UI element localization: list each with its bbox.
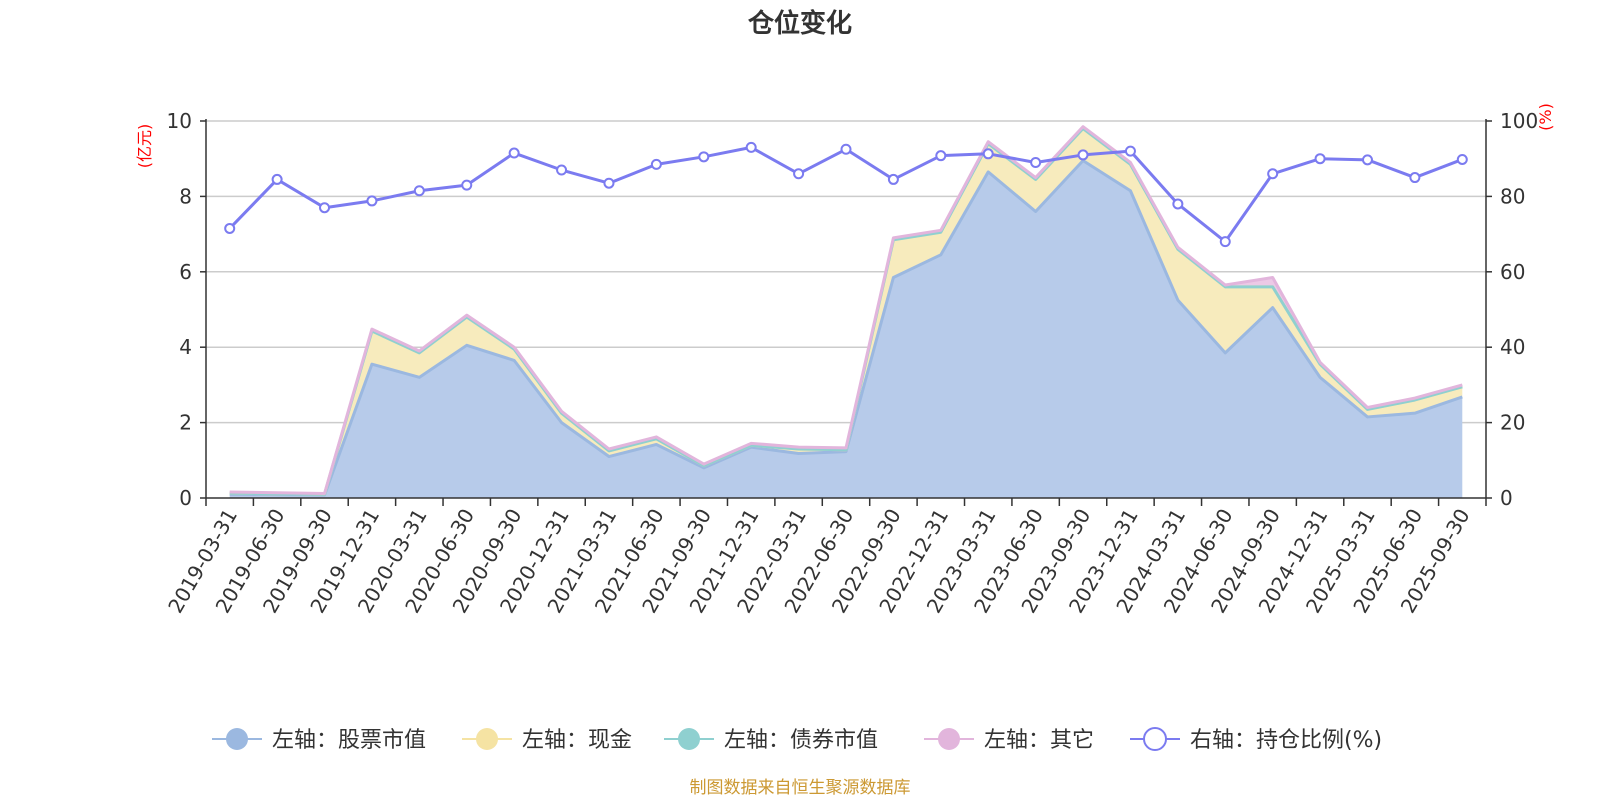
ratio-point xyxy=(1456,153,1468,165)
ratio-point xyxy=(840,143,852,155)
legend-label: 左轴：股票市值 xyxy=(272,728,426,753)
legend-item[interactable]: 左轴：现金 xyxy=(462,728,632,753)
right-axis-tick-label: 80 xyxy=(1500,184,1525,208)
legend-marker xyxy=(1143,727,1167,751)
chart-title: 仓位变化 xyxy=(747,8,852,39)
legend-label: 左轴：债券市值 xyxy=(724,728,878,753)
legend-item[interactable]: 左轴：债券市值 xyxy=(664,728,878,753)
ratio-point xyxy=(224,222,236,234)
left-axis-tick-label: 10 xyxy=(167,109,192,133)
right-axis-tick-label: 40 xyxy=(1500,335,1525,359)
area-line-左轴：股票市值 xyxy=(229,159,1463,497)
right-axis-tick-label: 0 xyxy=(1500,486,1513,510)
ratio-point xyxy=(1172,198,1184,210)
left-axis-tick-label: 8 xyxy=(179,184,192,208)
area-左轴：现金 xyxy=(229,128,1463,495)
legend-marker xyxy=(678,728,700,750)
left-axis-tick-label: 4 xyxy=(179,335,192,359)
legend-marker xyxy=(226,728,248,750)
legend-label: 左轴：其它 xyxy=(984,728,1094,753)
ratio-point xyxy=(319,202,331,214)
ratio-point xyxy=(603,177,615,189)
ratio-point xyxy=(508,147,520,159)
ratio-point xyxy=(935,150,947,162)
right-axis-unit: (%) xyxy=(1536,103,1555,131)
legend-marker xyxy=(476,728,498,750)
ratio-point xyxy=(461,179,473,191)
legend-item[interactable]: 左轴：其它 xyxy=(924,728,1094,753)
ratio-point xyxy=(982,148,994,160)
left-axis-tick-label: 2 xyxy=(179,411,192,435)
ratio-point xyxy=(745,141,757,153)
ratio-point xyxy=(556,164,568,176)
ratio-point xyxy=(1219,236,1231,248)
ratio-point xyxy=(1077,149,1089,161)
ratio-point xyxy=(1267,168,1279,180)
left-axis-tick-label: 6 xyxy=(179,260,192,284)
legend[interactable]: 左轴：股票市值 左轴：现金 左轴：债券市值 左轴：其它 右轴：持仓比例(%) xyxy=(212,727,1382,753)
ratio-point xyxy=(1314,153,1326,165)
stacked-areas xyxy=(229,125,1463,498)
legend-label: 右轴：持仓比例(%) xyxy=(1190,728,1382,753)
left-axis-tick-label: 0 xyxy=(179,486,192,510)
ratio-point xyxy=(413,185,425,197)
ratio-point xyxy=(1124,145,1136,157)
holding-ratio-series xyxy=(224,141,1468,248)
ratio-point xyxy=(793,168,805,180)
ratio-point xyxy=(271,173,283,185)
ratio-point xyxy=(366,195,378,207)
ratio-point xyxy=(698,151,710,163)
right-axis-tick-label: 20 xyxy=(1500,411,1525,435)
legend-marker xyxy=(938,728,960,750)
legend-item[interactable]: 右轴：持仓比例(%) xyxy=(1130,727,1382,753)
right-axis-tick-label: 60 xyxy=(1500,260,1525,284)
ratio-point xyxy=(1030,156,1042,168)
legend-label: 左轴：现金 xyxy=(522,728,632,753)
area-line-左轴：债券市值 xyxy=(229,127,1463,496)
ratio-point xyxy=(1409,172,1421,184)
ratio-line xyxy=(228,145,1463,244)
ratio-point xyxy=(887,173,899,185)
left-axis-unit: (亿元) xyxy=(135,124,154,169)
ratio-point xyxy=(1361,154,1373,166)
right-axis-tick-label: 100 xyxy=(1500,109,1538,133)
ratio-point xyxy=(650,158,662,170)
area-左轴：股票市值 xyxy=(229,160,1463,498)
data-source-note: 制图数据来自恒生聚源数据库 xyxy=(690,778,911,798)
area-line-左轴：其它 xyxy=(229,125,1463,495)
legend-item[interactable]: 左轴：股票市值 xyxy=(212,728,426,753)
